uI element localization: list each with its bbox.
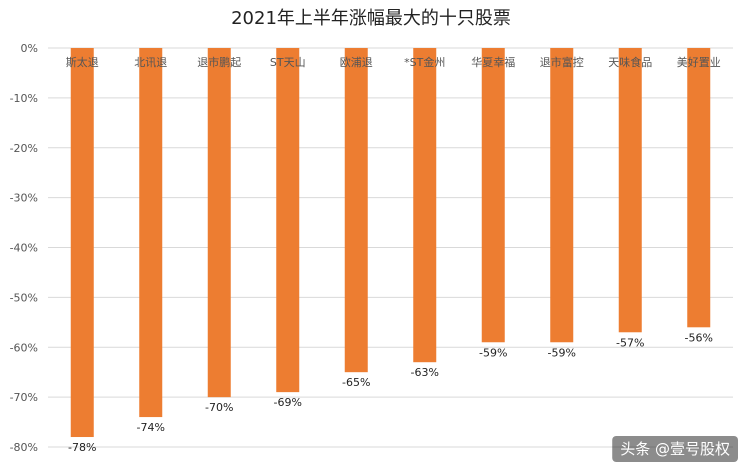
data-label: -65% (342, 376, 370, 389)
watermark-background (612, 436, 738, 462)
category-label: 华夏幸福 (471, 55, 515, 69)
data-label: -69% (274, 396, 302, 409)
data-label: -59% (548, 346, 576, 359)
bar (687, 48, 711, 328)
y-tick-label: 0% (21, 42, 38, 55)
y-tick-label: -60% (10, 341, 38, 354)
data-label: -63% (411, 366, 439, 379)
category-labels: 斯太退 北讯退 退市鹏起 ST天山 欧浦退 *ST金州 华夏幸福 退市富控 天味食品 美好置业 (66, 55, 721, 69)
y-tick-label: -20% (10, 142, 38, 155)
y-tick-label: -50% (10, 291, 38, 304)
watermark-text: 头条 @壹号股权 (620, 440, 730, 458)
y-tick-label: -70% (10, 391, 38, 404)
data-label: -70% (205, 401, 233, 414)
y-tick-label: -10% (10, 92, 38, 105)
bars (70, 48, 711, 438)
bar (618, 48, 642, 333)
data-label: -57% (616, 336, 644, 349)
bar (139, 48, 163, 418)
bar (207, 48, 231, 398)
category-label: 退市鹏起 (197, 55, 241, 69)
data-label: -56% (685, 331, 713, 344)
data-label: -74% (137, 421, 165, 434)
bar (481, 48, 505, 343)
y-tick-label: -80% (10, 441, 38, 454)
watermark: 头条 @壹号股权 (612, 436, 738, 462)
y-tick-label: -30% (10, 192, 38, 205)
bar (550, 48, 574, 343)
category-label: 欧浦退 (340, 56, 373, 69)
data-label: -59% (479, 346, 507, 359)
bar (344, 48, 368, 373)
chart-title: 2021年上半年涨幅最大的十只股票 (231, 8, 511, 29)
bar (276, 48, 300, 393)
y-tick-label: -40% (10, 242, 38, 255)
category-label: 退市富控 (540, 55, 584, 69)
data-labels: -78% -74% -70% -69% -65% -63% -59% -59% -57% -56% (68, 331, 713, 454)
data-label: -78% (68, 441, 96, 454)
y-axis-ticks: 0% -10% -20% -30% -40% -50% -60% -70% -80% (10, 42, 38, 454)
category-label: ST天山 (270, 56, 306, 69)
category-label: 斯太退 (66, 56, 99, 69)
category-label: 天味食品 (608, 55, 652, 69)
category-label: *ST金州 (404, 55, 445, 69)
category-label: 北讯退 (134, 56, 167, 69)
category-label: 美好置业 (677, 55, 721, 69)
bar (70, 48, 94, 438)
bar (413, 48, 437, 363)
